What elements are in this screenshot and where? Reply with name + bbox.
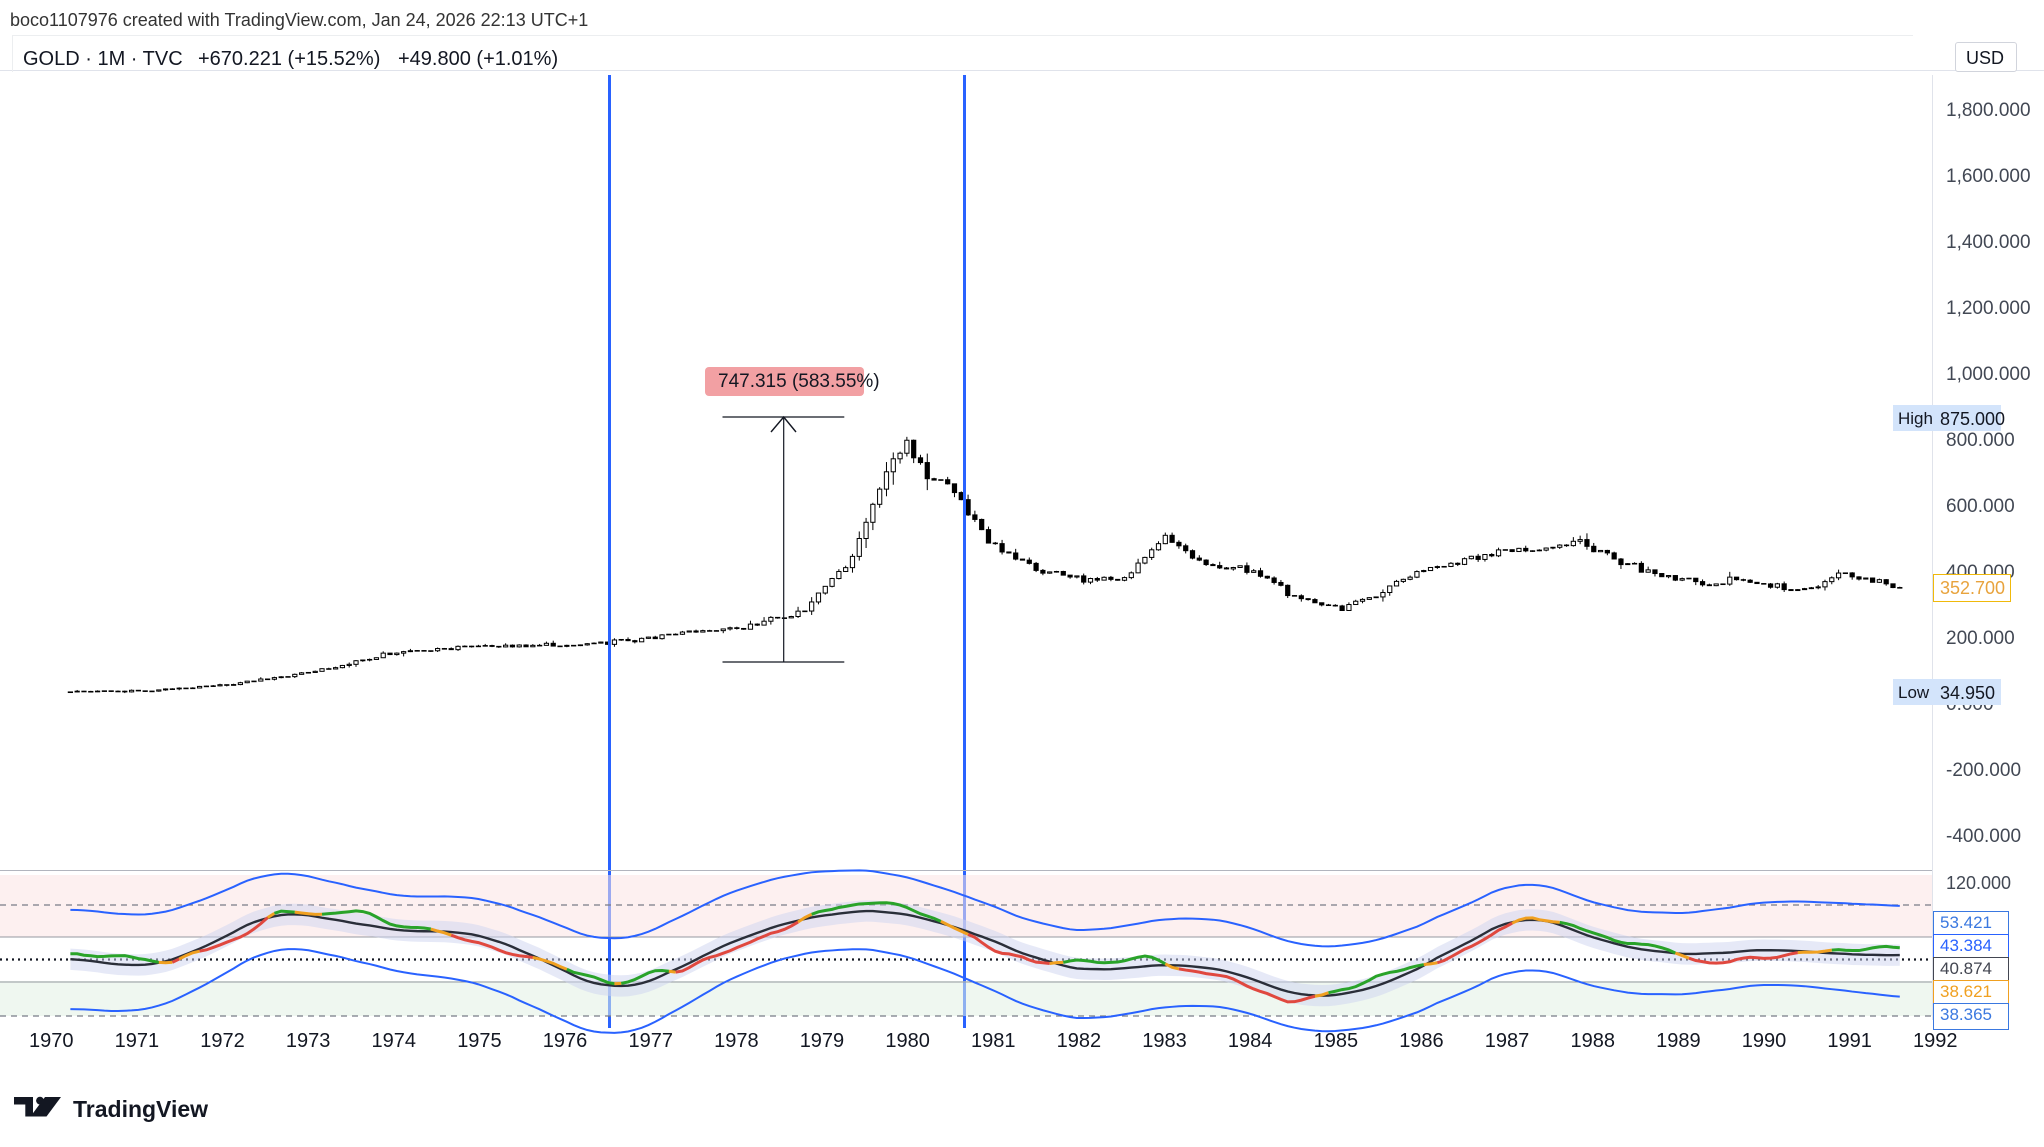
svg-text:TradingView: TradingView: [73, 1096, 208, 1122]
